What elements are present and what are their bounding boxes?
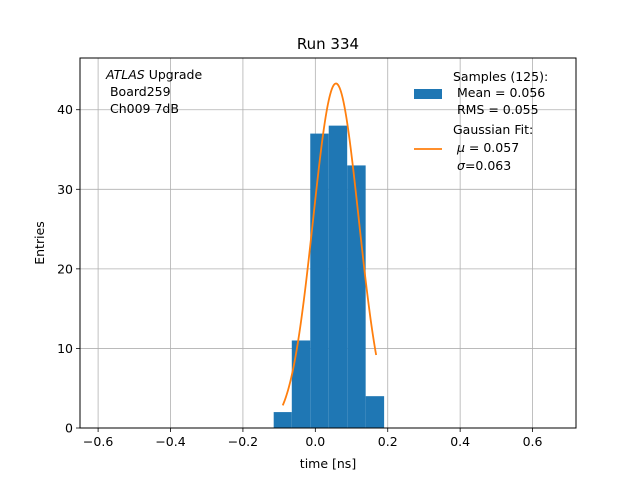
x-tick-label: −0.6 <box>83 434 113 449</box>
histogram-bar-2 <box>310 133 329 428</box>
y-tick-label: 20 <box>57 261 73 276</box>
legend-samples-mean: Mean = 0.056 <box>453 85 545 100</box>
x-axis-ticks: −0.6 −0.4 −0.2 0.0 0.2 0.4 0.6 <box>83 428 543 449</box>
x-tick-label: −0.2 <box>228 434 258 449</box>
legend: Samples (125): Mean = 0.056 RMS = 0.055 … <box>414 69 548 173</box>
histogram-bar-3 <box>328 125 348 429</box>
histogram-bar-1 <box>291 340 311 428</box>
legend-samples-swatch <box>414 89 442 99</box>
histogram-bars <box>273 125 385 429</box>
y-axis-ticks: 0 10 20 30 40 <box>57 102 80 436</box>
x-tick-label: 0.2 <box>378 434 398 449</box>
mu-symbol: μ <box>456 140 465 155</box>
legend-samples-title: Samples (125): <box>453 69 548 84</box>
legend-fit-title: Gaussian Fit: <box>453 122 533 137</box>
y-tick-label: 40 <box>57 102 73 117</box>
gaussian-fit-curve <box>281 82 378 406</box>
gaussian-fit <box>281 82 378 406</box>
histogram-bar-0 <box>273 412 292 428</box>
upgrade-word: Upgrade <box>145 67 203 82</box>
x-axis-label: time [ns] <box>300 456 356 471</box>
sigma-symbol: σ <box>457 158 466 173</box>
y-tick-label: 0 <box>65 421 73 436</box>
legend-samples-rms: RMS = 0.055 <box>453 102 539 117</box>
mu-value: = 0.057 <box>465 140 519 155</box>
atlas-word: ATLAS <box>105 67 145 82</box>
histogram-bar-4 <box>347 165 366 428</box>
y-tick-label: 10 <box>57 341 73 356</box>
x-tick-label: 0.6 <box>523 434 543 449</box>
histogram-bar-5 <box>365 396 385 428</box>
chart-title: Run 334 <box>297 35 359 53</box>
sigma-value: =0.063 <box>465 158 511 173</box>
x-tick-label: −0.4 <box>155 434 185 449</box>
x-tick-label: 0.4 <box>450 434 470 449</box>
x-tick-label: 0.0 <box>305 434 325 449</box>
legend-fit-sigma: σ=0.063 <box>457 158 511 173</box>
atlas-label-line: ATLAS Upgrade <box>105 67 202 82</box>
channel-label: Ch009 7dB <box>106 101 179 116</box>
board-label: Board259 <box>106 84 171 99</box>
y-axis-label: Entries <box>32 221 47 265</box>
legend-fit-mu: μ = 0.057 <box>453 140 519 155</box>
atlas-annotation: ATLAS Upgrade Board259 Ch009 7dB <box>105 67 202 116</box>
y-tick-label: 30 <box>57 182 73 197</box>
plot-frame <box>79 57 577 429</box>
